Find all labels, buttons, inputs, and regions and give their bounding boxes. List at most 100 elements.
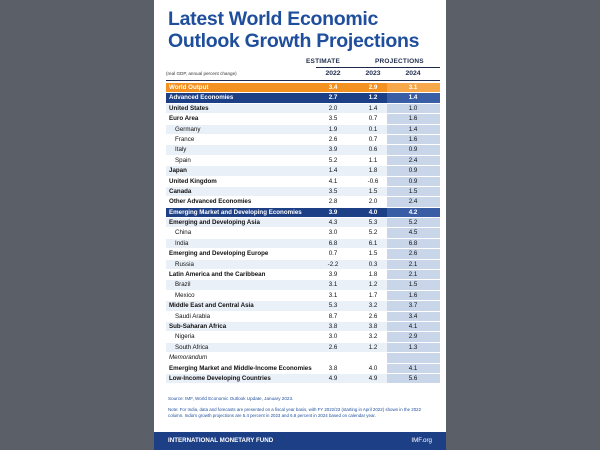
row-value-2024: 1.6 — [408, 291, 418, 299]
table-row: Sub-Saharan Africa 3.8 3.8 4.1 — [166, 321, 440, 333]
row-value-2024: 2.1 — [408, 271, 418, 279]
row-label: Saudi Arabia — [175, 312, 211, 320]
row-value-2022: 2.8 — [328, 198, 338, 206]
table-row: Middle East and Central Asia 5.3 3.2 3.7 — [166, 301, 440, 312]
row-value-2023: 4.0 — [368, 208, 378, 216]
row-label: China — [175, 229, 192, 237]
year-2023: 2023 — [365, 70, 381, 77]
projection-shade — [387, 124, 440, 134]
row-value-2023: 1.7 — [368, 291, 378, 299]
projection-shade — [387, 259, 440, 270]
row-value-2023: 0.7 — [368, 135, 378, 143]
row-value-2022: -2.2 — [327, 260, 339, 268]
row-value-2023: 0.3 — [368, 260, 378, 268]
table-subtitle: (real GDP, annual percent change) — [166, 71, 237, 76]
title-line-1: Latest World Economic — [168, 8, 379, 30]
table-row: Nigeria 3.0 3.2 2.9 — [166, 332, 440, 343]
row-value-2022: 3.0 — [328, 333, 338, 341]
row-value-2024: 2.6 — [408, 250, 418, 258]
table-row: Emerging and Developing Asia 4.3 5.3 5.2 — [166, 218, 440, 229]
table-row: Saudi Arabia 8.7 2.6 3.4 — [166, 311, 440, 322]
projection-shade — [387, 238, 440, 249]
row-value-2024: 5.6 — [408, 374, 418, 382]
row-value-2024: 1.4 — [408, 94, 418, 102]
table-row: Russia -2.2 0.3 2.1 — [166, 259, 440, 271]
row-label: India — [175, 239, 189, 247]
row-value-2022: 3.9 — [328, 208, 338, 216]
row-value-2024: 6.8 — [408, 239, 418, 247]
row-value-2023: 0.1 — [368, 125, 378, 133]
table-row: Japan 1.4 1.8 0.9 — [166, 166, 440, 177]
projection-shade — [387, 332, 440, 342]
row-value-2022: 3.9 — [328, 271, 338, 279]
row-label: Low-Income Developing Countries — [169, 374, 271, 382]
table-row: China 3.0 5.2 4.5 — [166, 228, 440, 239]
table-row: Memorandum — [166, 353, 440, 364]
projection-shade — [387, 353, 440, 363]
row-value-2023: 1.2 — [368, 281, 378, 289]
row-value-2024: 1.5 — [408, 187, 418, 195]
row-label: Germany — [175, 125, 201, 133]
projection-shade — [387, 301, 440, 311]
row-label: Sub-Saharan Africa — [169, 322, 227, 330]
table-row: Latin America and the Caribbean 3.9 1.8 2.1 — [166, 270, 440, 281]
projections-table: World Output 3.4 2.9 3.1 Advanced Economies 2… — [166, 83, 440, 385]
table-row: Italy 3.9 0.6 0.9 — [166, 145, 440, 156]
table-row: World Output 3.4 2.9 3.1 — [166, 83, 440, 94]
row-label: Russia — [175, 260, 194, 268]
row-label: Emerging and Developing Asia — [169, 219, 260, 227]
row-value-2023: 1.2 — [368, 94, 378, 102]
year-2024: 2024 — [405, 70, 421, 77]
row-label: Mexico — [175, 291, 195, 299]
row-value-2024: 1.4 — [408, 125, 418, 133]
row-value-2024: 4.1 — [408, 322, 418, 330]
projection-shade — [387, 93, 440, 103]
row-value-2024: 3.7 — [408, 302, 418, 310]
infographic-card: Latest World Economic Outlook Growth Pro… — [154, 0, 446, 450]
row-value-2022: 2.6 — [328, 135, 338, 143]
projection-shade — [387, 218, 440, 228]
row-value-2024: 2.9 — [408, 333, 418, 341]
row-value-2024: 3.1 — [408, 84, 418, 91]
projection-shade — [387, 290, 440, 301]
row-value-2023: 1.2 — [368, 343, 378, 351]
footer-site-link[interactable]: IMF.org — [411, 437, 432, 444]
table-row: Advanced Economies 2.7 1.2 1.4 — [166, 93, 440, 104]
row-value-2022: 3.0 — [328, 229, 338, 237]
title-line-2: Outlook Growth Projections — [168, 30, 420, 52]
table-row: Emerging and Developing Europe 0.7 1.5 2.6 — [166, 249, 440, 260]
projection-shade — [387, 83, 440, 93]
row-value-2022: 3.5 — [328, 115, 338, 123]
row-label: United Kingdom — [169, 177, 217, 185]
row-value-2022: 3.1 — [328, 281, 338, 289]
row-value-2022: 0.7 — [328, 250, 338, 258]
projection-shade — [387, 166, 440, 176]
row-value-2023: 2.0 — [368, 198, 378, 206]
table-row: India 6.8 6.1 6.8 — [166, 238, 440, 250]
header-bottom-rule — [166, 80, 440, 81]
row-label: Brazil — [175, 281, 191, 289]
row-value-2024: 1.6 — [408, 135, 418, 143]
table-row: Euro Area 3.5 0.7 1.6 — [166, 114, 440, 125]
projection-shade — [387, 186, 440, 197]
row-value-2023: 1.5 — [368, 250, 378, 258]
row-value-2024: 2.1 — [408, 260, 418, 268]
row-value-2023: 1.8 — [368, 167, 378, 175]
row-value-2023: 6.1 — [368, 239, 378, 247]
row-label: Memorandum — [169, 354, 208, 362]
row-value-2023: 5.3 — [368, 219, 378, 227]
year-2022: 2022 — [325, 70, 341, 77]
row-label: United States — [169, 104, 209, 112]
projection-shade — [387, 311, 440, 321]
row-value-2022: 5.2 — [328, 156, 338, 164]
row-value-2022: 2.0 — [328, 104, 338, 112]
table-row: Mexico 3.1 1.7 1.6 — [166, 290, 440, 302]
projection-shade — [387, 155, 440, 166]
row-value-2022: 4.3 — [328, 219, 338, 227]
row-label: Japan — [169, 167, 187, 175]
row-label: Euro Area — [169, 115, 199, 123]
row-value-2022: 6.8 — [328, 239, 338, 247]
row-value-2023: 0.6 — [368, 146, 378, 154]
row-value-2022: 4.9 — [328, 374, 338, 382]
table-row: Emerging Market and Developing Economies… — [166, 207, 440, 219]
